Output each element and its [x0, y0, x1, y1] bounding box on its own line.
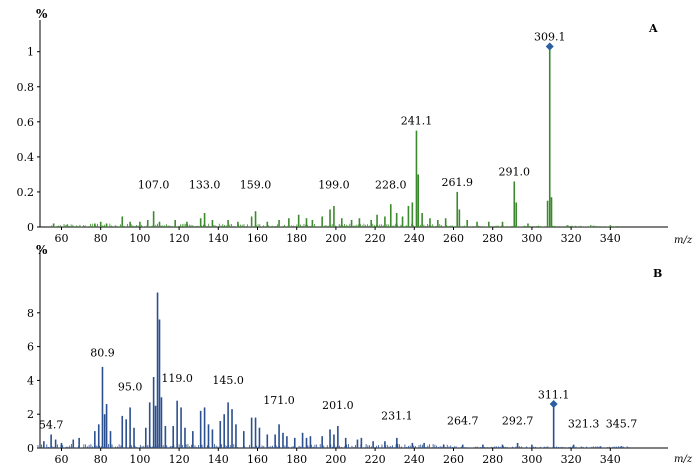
y-axis-label: % — [36, 7, 48, 21]
y-tick-label: 2 — [27, 408, 34, 421]
peak-label: 292.7 — [502, 414, 534, 427]
peak-label: 80.9 — [90, 347, 115, 360]
y-tick-label: 0 — [27, 221, 34, 234]
x-tick-label: 240 — [404, 453, 425, 466]
x-tick-label: 120 — [169, 453, 190, 466]
peak-label: 231.1 — [381, 409, 413, 422]
x-tick-label: 320 — [561, 453, 582, 466]
x-tick-label: 200 — [325, 453, 346, 466]
x-tick-label: 100 — [129, 453, 150, 466]
x-tick-label: 300 — [521, 232, 542, 245]
x-tick-label: 80 — [94, 232, 108, 245]
y-tick-label: 0.4 — [17, 151, 35, 164]
y-tick-label: 1 — [27, 46, 34, 59]
baseline-noise — [51, 223, 621, 227]
x-tick-label: 280 — [482, 453, 503, 466]
peak-label: 145.0 — [212, 374, 244, 387]
x-tick-label: 300 — [521, 453, 542, 466]
x-tick-label: 260 — [443, 453, 464, 466]
x-tick-label: 260 — [443, 232, 464, 245]
peak-label: 291.0 — [499, 165, 531, 178]
peak-label: 54.7 — [39, 418, 64, 431]
panel-letter: B — [653, 267, 662, 280]
y-tick-label: 0.6 — [17, 116, 35, 129]
peak-label: 311.1 — [538, 389, 570, 402]
x-axis-label: m/z — [674, 454, 693, 465]
x-tick-label: 340 — [600, 232, 621, 245]
y-tick-label: 4 — [27, 374, 34, 387]
peak-label: 321.3 — [568, 418, 600, 431]
peak-label: 261.9 — [441, 176, 473, 189]
x-tick-label: 200 — [325, 232, 346, 245]
peak-label: 264.7 — [447, 414, 479, 427]
precursor-marker — [549, 400, 558, 409]
x-tick-label: 100 — [129, 232, 150, 245]
y-tick-label: 6 — [27, 341, 34, 354]
x-tick-label: 180 — [286, 232, 307, 245]
x-tick-label: 160 — [247, 232, 268, 245]
precursor-marker — [545, 42, 554, 51]
x-tick-label: 140 — [208, 232, 229, 245]
x-tick-label: 280 — [482, 232, 503, 245]
x-tick-label: 140 — [208, 453, 229, 466]
y-tick-label: 8 — [27, 307, 34, 320]
peak-label: 159.0 — [240, 178, 272, 191]
peak-label: 107.0 — [138, 178, 170, 191]
peak-label: 345.7 — [606, 418, 638, 431]
x-tick-label: 340 — [600, 453, 621, 466]
peak-label: 228.0 — [375, 178, 407, 191]
y-axis-label: % — [36, 243, 48, 257]
peak-label: 95.0 — [118, 381, 143, 394]
peak-label: 241.1 — [401, 115, 433, 128]
x-tick-label: 160 — [247, 453, 268, 466]
peak-label: 201.0 — [322, 399, 354, 412]
x-tick-label: 80 — [94, 453, 108, 466]
y-tick-label: 0 — [27, 442, 34, 455]
x-tick-label: 320 — [561, 232, 582, 245]
x-tick-label: 240 — [404, 232, 425, 245]
x-tick-label: 120 — [169, 232, 190, 245]
panel-letter: A — [648, 22, 658, 35]
spectrum-panel-b: % B 0 2 4 6 8 60 80 100 120 140 160 180 200 220 240 260 28… — [27, 243, 693, 466]
x-tick-label: 60 — [55, 232, 69, 245]
peak-label: 199.0 — [318, 178, 350, 191]
peak-label: 309.1 — [534, 30, 566, 43]
y-tick-label: 0.8 — [17, 81, 35, 94]
x-axis-label: m/z — [674, 235, 693, 246]
peak-label: 119.0 — [161, 372, 193, 385]
peak-label: 171.0 — [263, 394, 295, 407]
y-tick-label: 0.2 — [17, 186, 35, 199]
x-tick-label: 220 — [365, 453, 386, 466]
x-tick-label: 180 — [286, 453, 307, 466]
x-tick-label: 60 — [55, 453, 69, 466]
x-tick-label: 220 — [365, 232, 386, 245]
peak-label: 133.0 — [189, 178, 221, 191]
